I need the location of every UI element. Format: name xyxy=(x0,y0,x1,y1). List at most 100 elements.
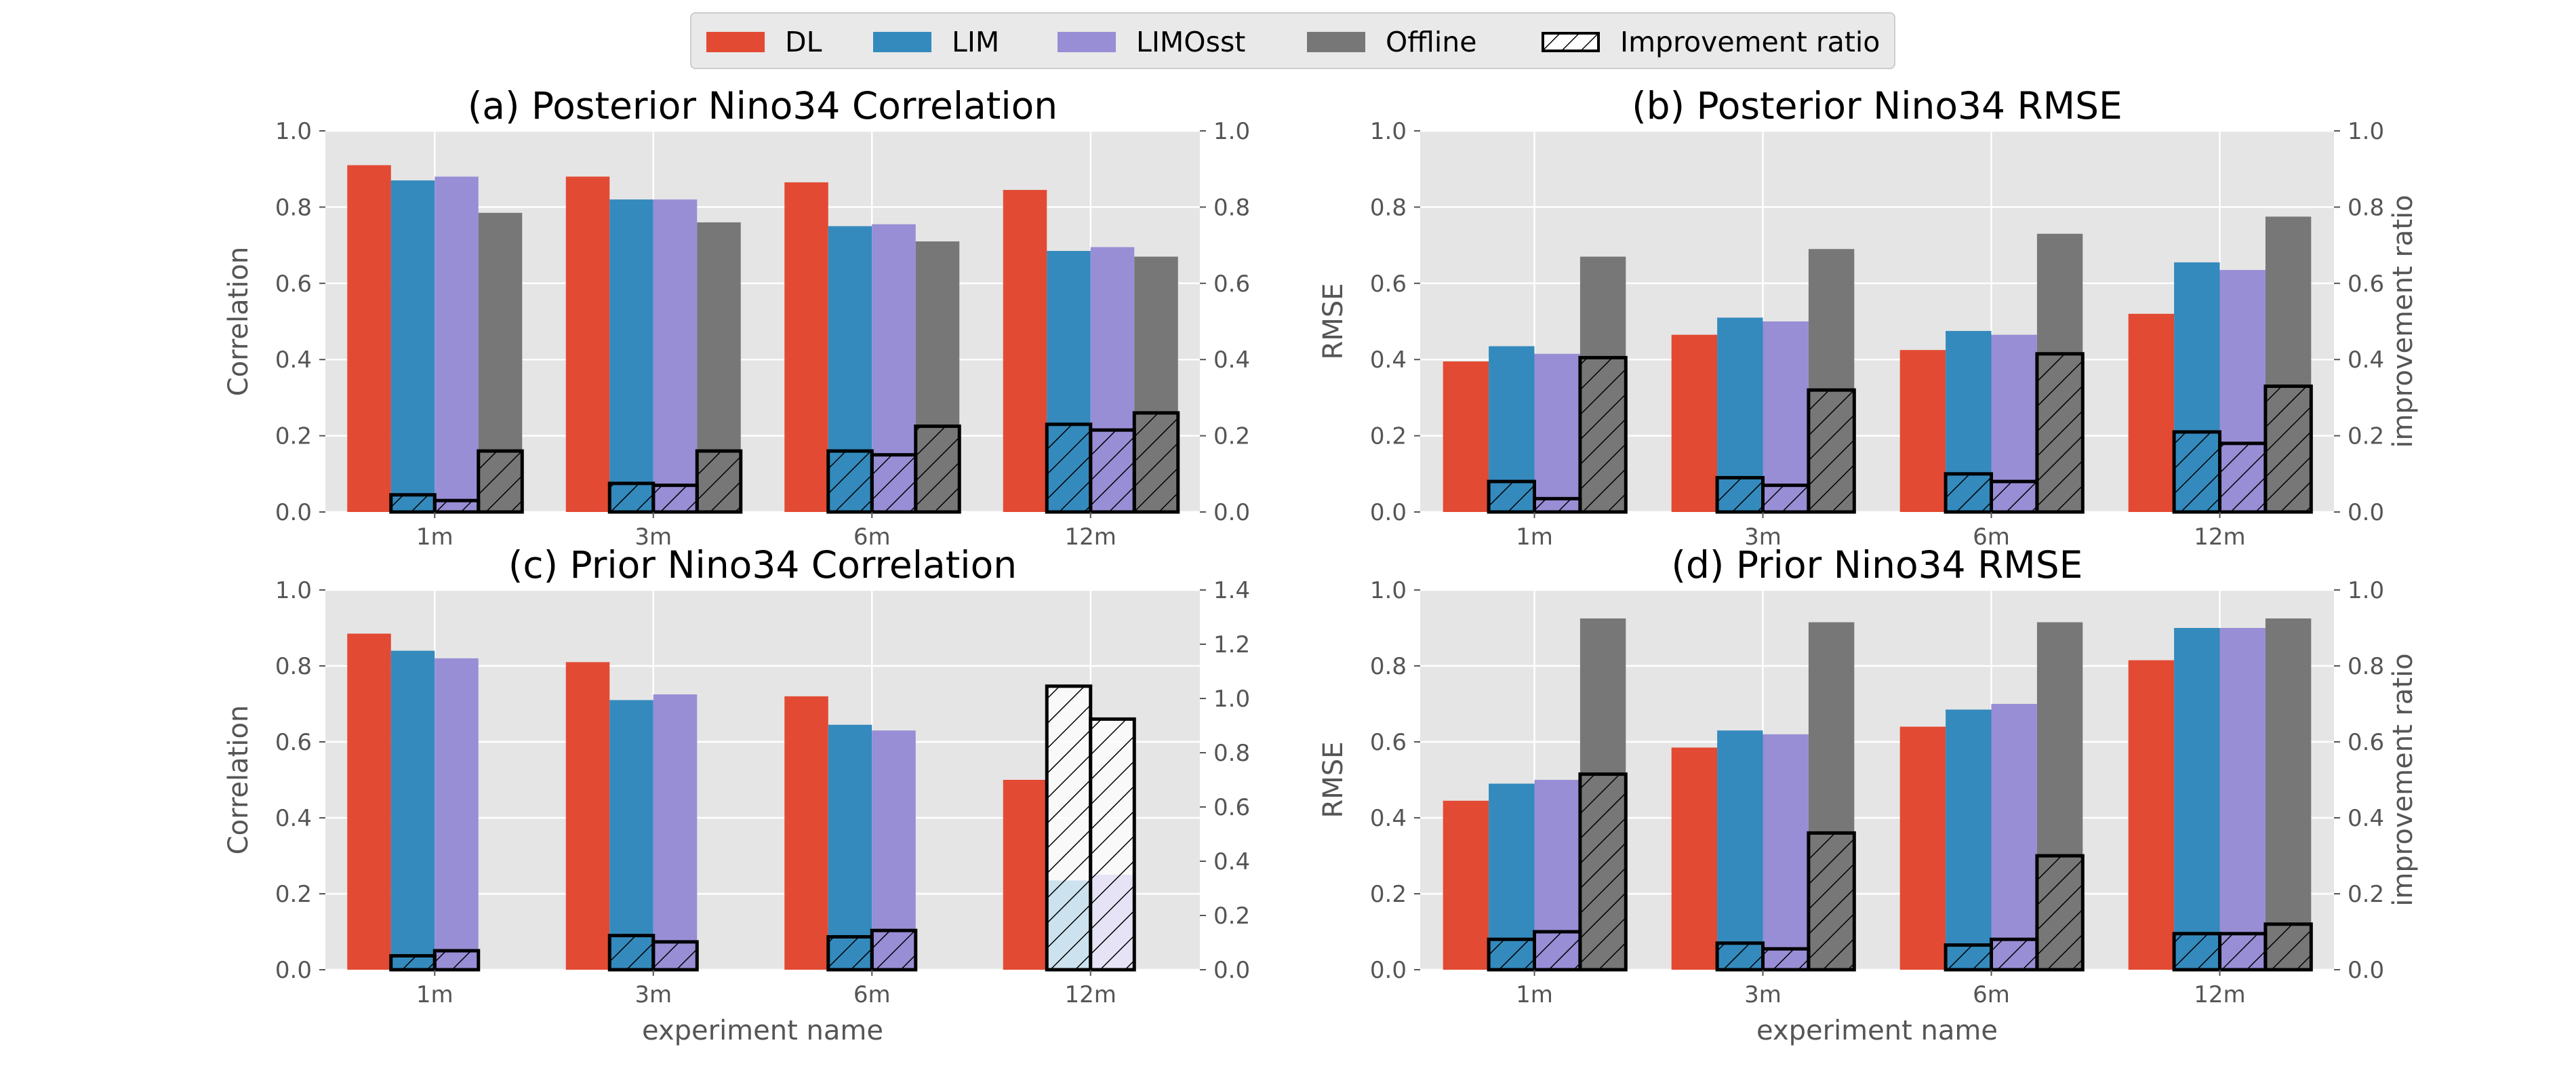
y2-tick-label: 0.8 xyxy=(2348,194,2384,221)
improvement-hatch-offline-12m xyxy=(1134,412,1178,512)
y-tick-label: 1.0 xyxy=(1370,577,1407,604)
y-tick-label: 0.6 xyxy=(1370,729,1407,756)
y2-tick-label: 0.0 xyxy=(2348,957,2384,984)
improvement-hatch-offline-1m xyxy=(1579,774,1626,970)
improvement-bar-limosst-3m xyxy=(651,940,699,972)
x-tick-label: 1m xyxy=(1516,524,1553,551)
improvement-bar-offline-3m xyxy=(695,449,743,514)
y2-tick-label: 0.2 xyxy=(2348,881,2384,908)
y-tick-label: 0.6 xyxy=(275,729,312,756)
improvement-hatch-lim-6m xyxy=(828,936,872,970)
bar-lim-3m xyxy=(1717,730,1763,970)
y-tick-label: 0.6 xyxy=(1370,271,1407,298)
improvement-bar-limosst-6m xyxy=(870,928,918,972)
panel-title: (c) Prior Nino34 Correlation xyxy=(508,543,1017,587)
improvement-hatch-limosst-1m xyxy=(435,500,479,512)
y2-tick-label: 0.0 xyxy=(1213,499,1250,526)
improvement-hatch-limosst-3m xyxy=(1763,949,1809,970)
y2-tick-label: 1.0 xyxy=(1213,118,1250,145)
y-tick-label: 0.8 xyxy=(275,194,312,221)
improvement-bar-limosst-12m xyxy=(1089,717,1136,972)
improvement-hatch-offline-12m xyxy=(2265,924,2312,970)
x-tick-label: 12m xyxy=(1065,981,1116,1008)
bar-dl-12m xyxy=(2128,313,2175,512)
bar-limosst-12m xyxy=(2219,628,2266,970)
y-tick-label: 0.4 xyxy=(1370,805,1407,832)
bar-dl-3m xyxy=(565,176,610,512)
bar-lim-6m xyxy=(828,724,872,970)
y-tick-label: 0.0 xyxy=(275,957,312,984)
y2-tick-label: 0.4 xyxy=(1213,848,1250,875)
improvement-hatch-lim-3m xyxy=(1717,943,1763,970)
improvement-bar-offline-6m xyxy=(2035,854,2085,972)
x-tick-label: 3m xyxy=(1744,524,1782,551)
y-tick-label: 1.0 xyxy=(1370,118,1407,145)
improvement-hatch-limosst-3m xyxy=(653,941,698,970)
improvement-bar-limosst-1m xyxy=(432,949,481,972)
y2-tick-label: 0.2 xyxy=(1213,903,1250,930)
bar-dl-6m xyxy=(784,182,828,512)
legend-swatch-limosst xyxy=(1058,32,1116,52)
y2-axis-label: improvement ratio xyxy=(2388,653,2419,906)
y-tick-label: 0.2 xyxy=(275,423,312,450)
y-axis-label: Correlation xyxy=(223,705,254,855)
bar-limosst-6m xyxy=(1991,704,2037,970)
x-tick-label: 6m xyxy=(1973,981,2010,1008)
improvement-bar-offline-3m xyxy=(1807,388,1856,514)
y-axis-label: RMSE xyxy=(1318,283,1349,360)
improvement-hatch-offline-6m xyxy=(2036,856,2083,970)
legend-swatch-lim xyxy=(873,32,931,52)
bar-dl-3m xyxy=(565,662,610,970)
improvement-hatch-lim-6m xyxy=(828,451,872,512)
x-tick-label: 12m xyxy=(2194,524,2245,551)
legend-label-lim: LIM xyxy=(952,26,1000,58)
improvement-hatch-limosst-6m xyxy=(872,930,916,970)
y2-tick-label: 0.4 xyxy=(2348,805,2384,832)
improvement-hatch-limosst-1m xyxy=(1534,498,1580,512)
bar-dl-6m xyxy=(784,696,828,970)
x-tick-label: 3m xyxy=(635,524,672,551)
bar-dl-1m xyxy=(347,165,391,512)
panel-title: (b) Posterior Nino34 RMSE xyxy=(1632,84,2122,127)
improvement-hatch-lim-12m xyxy=(2174,431,2220,512)
y2-tick-label: 0.4 xyxy=(2348,347,2384,374)
bar-limosst-3m xyxy=(1763,321,1809,512)
improvement-hatch-limosst-12m xyxy=(1090,430,1135,512)
improvement-bar-lim-1m xyxy=(1487,479,1537,514)
legend-item-offline: Offline xyxy=(1307,14,1477,71)
y-tick-label: 0.2 xyxy=(275,881,312,908)
bar-dl-6m xyxy=(1899,726,1946,970)
improvement-bar-offline-1m xyxy=(1578,355,1628,514)
y2-tick-label: 0.4 xyxy=(1213,347,1250,374)
legend-label-offline: Offline xyxy=(1386,26,1477,58)
improvement-hatch-lim-12m xyxy=(1047,686,1091,970)
y-tick-label: 0.2 xyxy=(1370,423,1407,450)
bar-limosst-1m xyxy=(435,658,479,970)
improvement-bar-offline-1m xyxy=(1578,772,1628,972)
improvement-hatch-lim-12m xyxy=(2174,933,2220,970)
legend-item-limosst: LIMOsst xyxy=(1058,14,1245,71)
improvement-hatch-limosst-12m xyxy=(2219,443,2266,512)
panel-title: (d) Prior Nino34 RMSE xyxy=(1672,543,2083,587)
bar-limosst-3m xyxy=(1763,734,1809,970)
improvement-hatch-offline-3m xyxy=(1808,390,1855,512)
y2-tick-label: 0.8 xyxy=(1213,740,1250,767)
improvement-hatch-limosst-6m xyxy=(1991,481,2037,512)
y-tick-label: 0.8 xyxy=(275,653,312,680)
bar-lim-3m xyxy=(609,700,653,970)
improvement-bar-offline-1m xyxy=(477,449,524,514)
bar-offline-12m xyxy=(2265,618,2312,970)
improvement-bar-offline-12m xyxy=(2263,384,2313,514)
x-tick-label: 1m xyxy=(1516,981,1553,1008)
y-tick-label: 0.4 xyxy=(1370,347,1407,374)
y2-tick-label: 0.0 xyxy=(2348,499,2384,526)
y2-tick-label: 0.6 xyxy=(2348,271,2384,298)
improvement-hatch-limosst-1m xyxy=(435,951,479,970)
y-tick-label: 0.0 xyxy=(1370,957,1407,984)
panel-d: 0.0 0.2 0.4 0.6 0.8 1.0 0.0 0.2 0.4 0.6 0.8 1.0 1m 3m… xyxy=(1318,543,2419,1046)
bar-dl-12m xyxy=(1003,780,1047,970)
improvement-hatch-limosst-3m xyxy=(1763,485,1809,512)
y2-tick-label: 1.4 xyxy=(1213,577,1250,604)
x-tick-label: 1m xyxy=(416,981,454,1008)
y-axis-label: Correlation xyxy=(223,247,254,397)
